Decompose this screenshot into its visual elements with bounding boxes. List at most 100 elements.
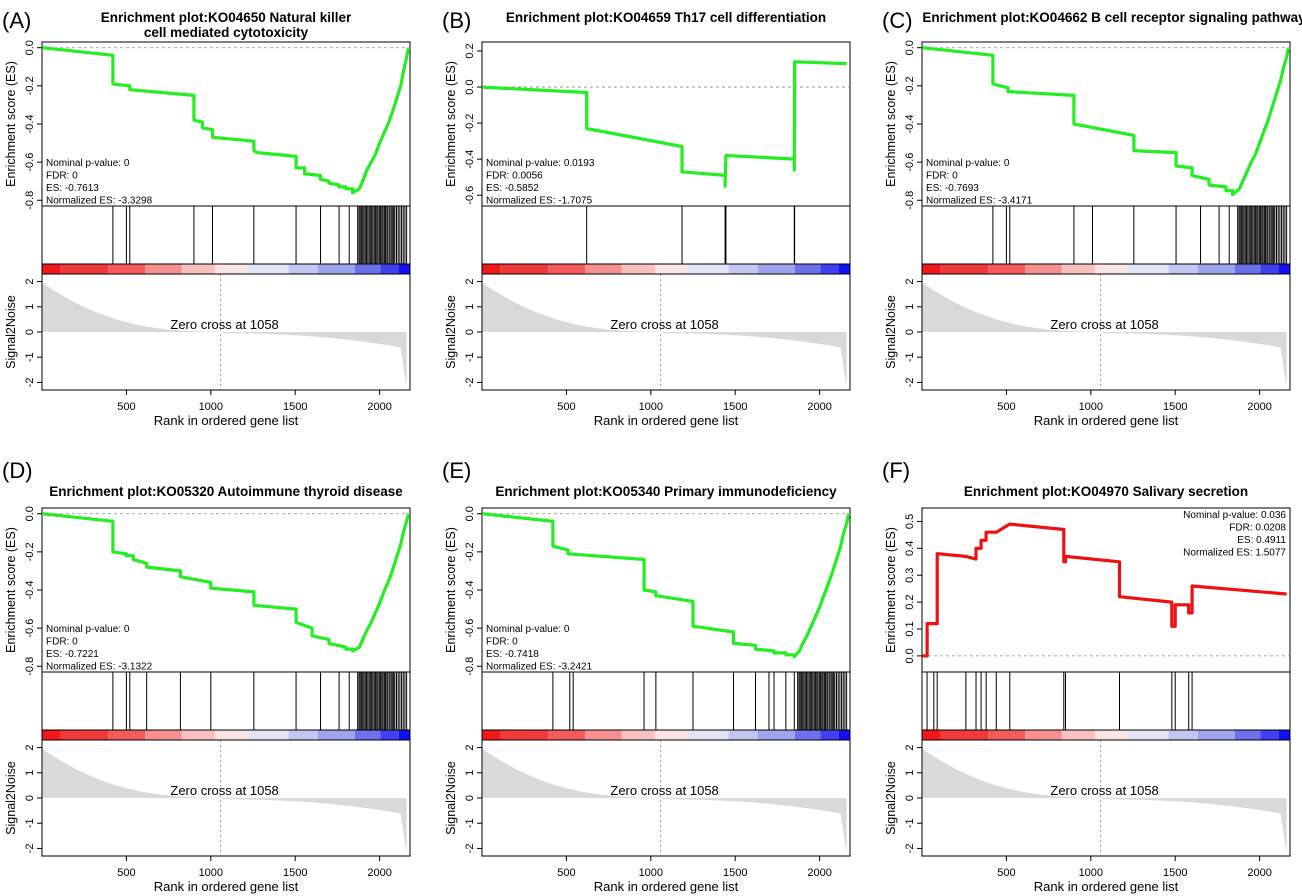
es-plot-frame bbox=[481, 507, 851, 673]
heatmap-segment bbox=[248, 264, 289, 274]
heatmap-segment bbox=[354, 264, 381, 274]
stats-line: FDR: 0 bbox=[46, 171, 78, 182]
panel-label: (C) bbox=[882, 8, 913, 33]
heatmap-segment bbox=[758, 730, 795, 740]
es-y-tick-label: -0.8 bbox=[464, 657, 476, 676]
es-y-tick-label: -0.4 bbox=[24, 115, 36, 134]
heatmap-segment bbox=[108, 730, 146, 740]
es-y-tick-label: 0.0 bbox=[904, 40, 916, 55]
heatmap-segment bbox=[1168, 264, 1198, 274]
noise-y-tick-label: 1 bbox=[904, 304, 916, 310]
x-tick-label: 2000 bbox=[807, 867, 831, 879]
panel-label: (A) bbox=[2, 8, 31, 33]
heatmap-segment bbox=[794, 264, 821, 274]
chart-title: Enrichment plot:KO04662 B cell receptor … bbox=[922, 10, 1302, 25]
noise-y-tick-label: -2 bbox=[464, 844, 476, 854]
x-tick-label: 2000 bbox=[1247, 401, 1271, 413]
stats-line: Nominal p-value: 0 bbox=[46, 624, 130, 635]
heatmap-segment bbox=[1260, 730, 1279, 740]
x-axis-label: Rank in ordered gene list bbox=[154, 413, 299, 428]
noise-y-tick-label: 0 bbox=[24, 329, 36, 335]
noise-y-label: Signal2Noise bbox=[4, 761, 18, 835]
heatmap-segment bbox=[621, 264, 655, 274]
x-tick-label: 1000 bbox=[639, 867, 663, 879]
es-y-tick-label: 0.0 bbox=[24, 40, 36, 55]
noise-y-tick-label: 2 bbox=[464, 745, 476, 751]
x-tick-label: 2000 bbox=[1247, 867, 1271, 879]
heatmap-segment bbox=[940, 264, 989, 274]
panel-label: (D) bbox=[2, 458, 33, 483]
heatmap-segment bbox=[500, 264, 549, 274]
stats-line: FDR: 0.0056 bbox=[486, 171, 543, 182]
stats-line: FDR: 0 bbox=[926, 171, 958, 182]
es-y-tick-label: -0.8 bbox=[24, 191, 36, 210]
noise-y-tick-label: 1 bbox=[464, 770, 476, 776]
zero-cross-label: Zero cross at 1058 bbox=[610, 317, 718, 332]
stats-line: Normalized ES: -3.2421 bbox=[486, 662, 593, 673]
noise-y-label: Signal2Noise bbox=[884, 295, 898, 369]
noise-y-tick-label: -1 bbox=[24, 818, 36, 828]
signal2noise-area bbox=[922, 282, 1287, 388]
chart-title: Enrichment plot:KO04970 Salivary secreti… bbox=[964, 484, 1248, 499]
noise-y-tick-label: 2 bbox=[24, 279, 36, 285]
heatmap-segment bbox=[1128, 264, 1169, 274]
x-tick-label: 1500 bbox=[283, 867, 307, 879]
es-y-tick-label: -0.2 bbox=[24, 542, 36, 561]
zero-cross-label: Zero cross at 1058 bbox=[170, 317, 278, 332]
heatmap-segment bbox=[60, 730, 109, 740]
heatmap-segment bbox=[145, 264, 182, 274]
es-curve bbox=[922, 522, 1287, 658]
heatmap-segment bbox=[1198, 264, 1235, 274]
x-tick-label: 1000 bbox=[639, 401, 663, 413]
x-tick-label: 500 bbox=[557, 401, 575, 413]
noise-y-tick-label: -2 bbox=[24, 844, 36, 854]
hits-frame bbox=[921, 205, 1291, 265]
heatmap-segment bbox=[248, 730, 289, 740]
zero-cross-label: Zero cross at 1058 bbox=[610, 783, 718, 798]
stats-line: ES: 0.4911 bbox=[1237, 535, 1286, 546]
hits-frame bbox=[481, 671, 851, 731]
chart-title: Enrichment plot:KO04659 Th17 cell differ… bbox=[506, 10, 826, 25]
x-tick-label: 1500 bbox=[1163, 867, 1187, 879]
heatmap-segment bbox=[108, 264, 146, 274]
zero-cross-label: Zero cross at 1058 bbox=[170, 783, 278, 798]
es-curve bbox=[482, 60, 847, 188]
panel-d: (D) Enrichment plot:KO05320 Autoimmune th… bbox=[2, 458, 411, 894]
panel-label: (F) bbox=[882, 458, 910, 483]
x-tick-label: 500 bbox=[117, 867, 135, 879]
heatmap-segment bbox=[1025, 264, 1062, 274]
heatmap-segment bbox=[548, 264, 586, 274]
heatmap-segment bbox=[288, 730, 318, 740]
heatmap-segment bbox=[794, 730, 821, 740]
es-y-tick-label: -0.2 bbox=[24, 76, 36, 95]
zero-cross-label: Zero cross at 1058 bbox=[1050, 317, 1158, 332]
heatmap-segment bbox=[1025, 730, 1062, 740]
x-axis-label: Rank in ordered gene list bbox=[594, 413, 739, 428]
heatmap-segment bbox=[288, 264, 318, 274]
chart-title: Enrichment plot:KO04650 Natural killer bbox=[101, 10, 352, 25]
heatmap-segment bbox=[988, 264, 1026, 274]
x-tick-label: 500 bbox=[997, 867, 1015, 879]
heatmap-segment bbox=[318, 264, 355, 274]
x-axis-label: Rank in ordered gene list bbox=[154, 879, 299, 894]
x-tick-label: 500 bbox=[997, 401, 1015, 413]
stats-line: Normalized ES: -3.4171 bbox=[926, 196, 1033, 207]
es-y-tick-label: 0.0 bbox=[24, 506, 36, 521]
noise-y-label: Signal2Noise bbox=[884, 761, 898, 835]
stats-line: FDR: 0.0208 bbox=[1229, 523, 1286, 534]
heatmap-segment bbox=[922, 264, 941, 274]
es-y-tick-label: -0.6 bbox=[24, 619, 36, 638]
heatmap-segment bbox=[820, 264, 839, 274]
es-y-tick-label: -0.6 bbox=[464, 186, 476, 205]
heatmap-segment bbox=[1198, 730, 1235, 740]
heatmap-segment bbox=[838, 264, 850, 274]
noise-y-tick-label: 1 bbox=[24, 770, 36, 776]
es-plot-frame bbox=[921, 41, 1291, 207]
heatmap-segment bbox=[1094, 730, 1129, 740]
es-curve bbox=[42, 46, 411, 195]
noise-y-tick-label: -2 bbox=[904, 844, 916, 854]
x-axis-label: Rank in ordered gene list bbox=[1034, 879, 1179, 894]
heatmap-segment bbox=[214, 264, 249, 274]
es-y-label: Enrichment score (ES) bbox=[444, 61, 458, 187]
